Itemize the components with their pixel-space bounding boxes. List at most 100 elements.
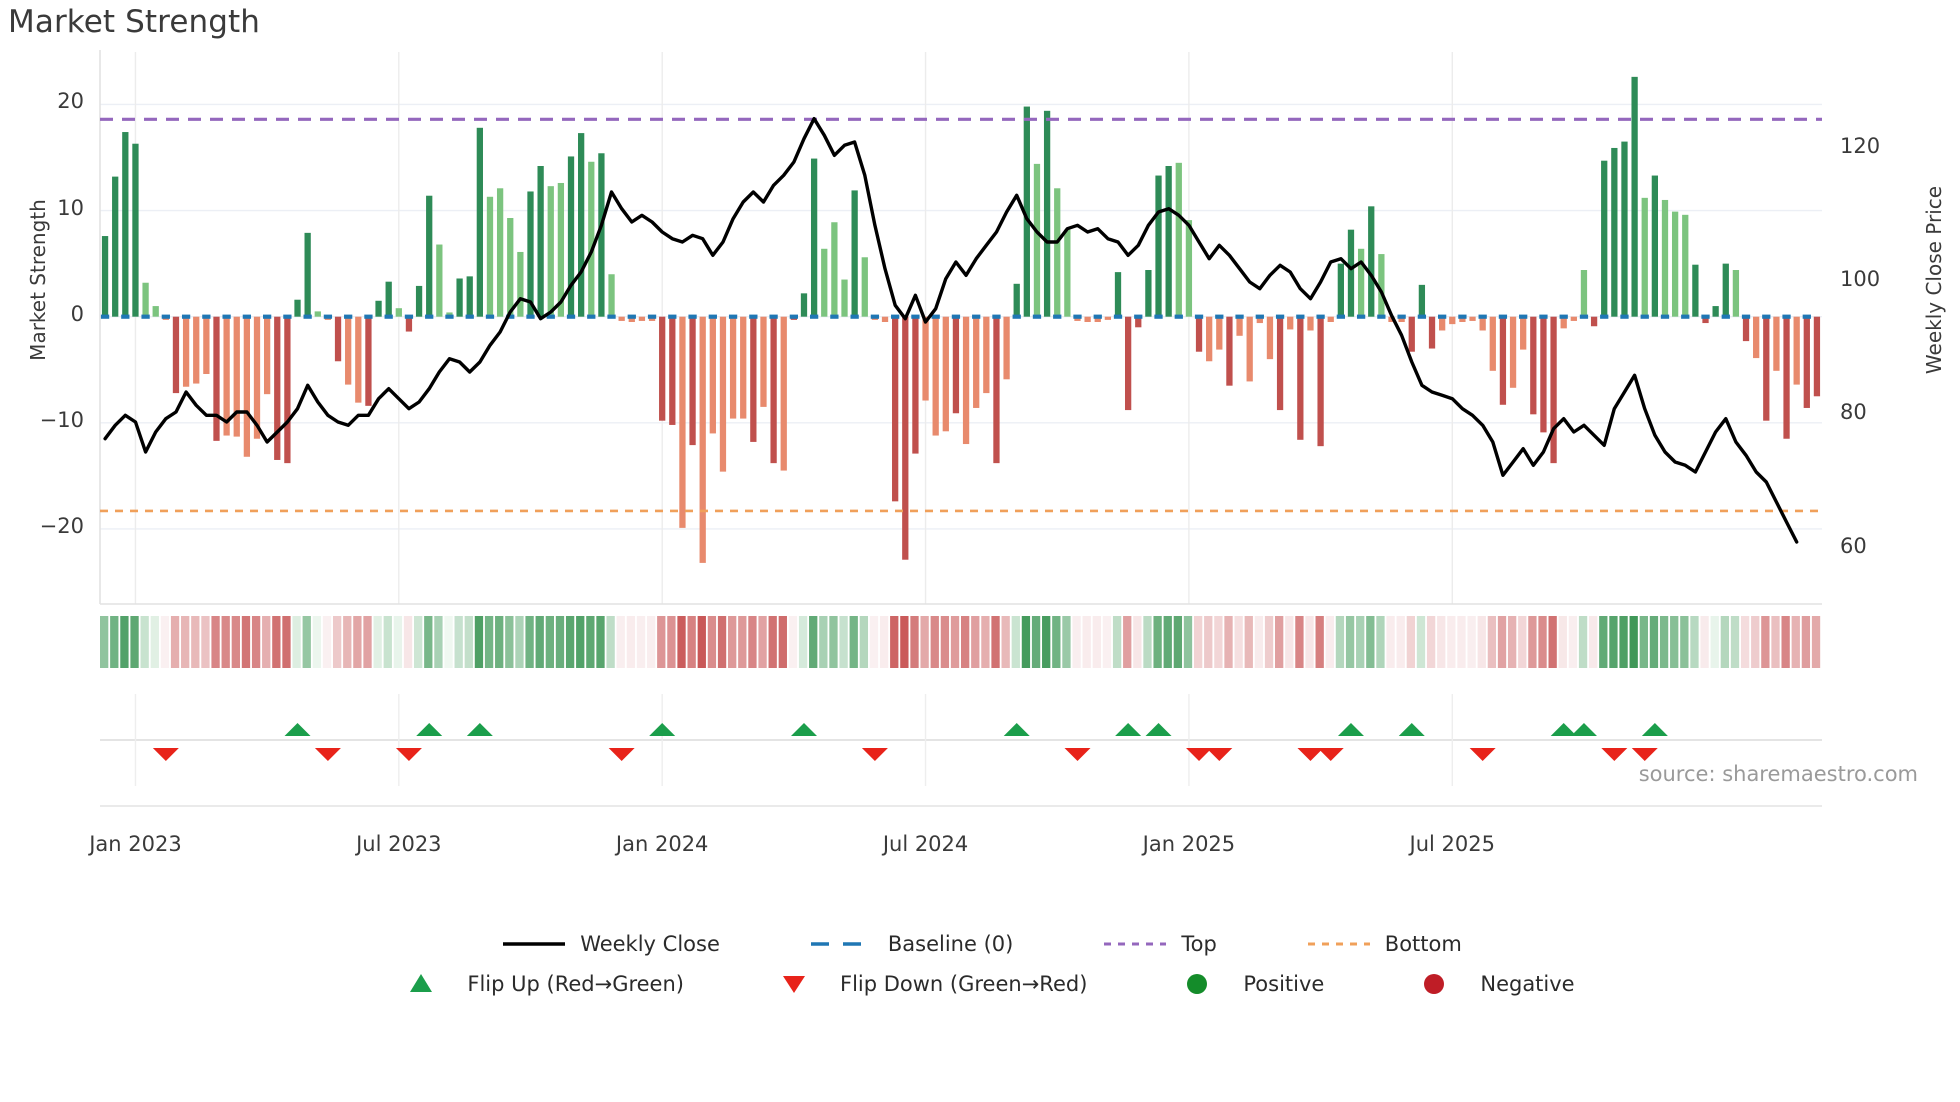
heatmap-cell: [971, 616, 980, 668]
legend-item[interactable]: Baseline (0): [806, 924, 1013, 964]
strength-bar: [507, 218, 514, 317]
strength-bar: [1216, 316, 1223, 350]
legend-swatch: [1398, 971, 1470, 997]
chart-legend: Weekly Close Baseline (0) Top Bottom Flip U…: [0, 924, 1960, 1004]
strength-bar: [831, 222, 838, 317]
strength-bar: [1499, 316, 1507, 405]
strength-bar: [1722, 263, 1729, 317]
heatmap-cell: [1538, 616, 1547, 668]
legend-item[interactable]: Flip Down (Green→Red): [758, 964, 1087, 1004]
heatmap-cell: [1437, 616, 1446, 668]
y-tick-right: 120: [1840, 133, 1881, 158]
heatmap-cell: [859, 616, 869, 668]
heatmap-cell: [464, 616, 473, 668]
strength-bar: [253, 316, 261, 439]
heatmap-cell: [1011, 616, 1020, 668]
heatmap-cell: [1497, 616, 1507, 668]
legend-item[interactable]: Negative: [1398, 964, 1575, 1004]
strength-bar: [851, 190, 858, 317]
heatmap-cell: [991, 616, 1000, 668]
strength-bar: [1378, 254, 1385, 317]
heatmap-cell: [272, 616, 281, 668]
heatmap-cell: [890, 616, 899, 668]
heatmap-cell: [1771, 616, 1780, 668]
strength-bar: [334, 316, 342, 362]
strength-bar: [557, 182, 565, 317]
strength-bar: [233, 316, 240, 437]
strength-bar: [628, 316, 635, 322]
strength-bar: [1297, 316, 1304, 440]
heatmap-cell: [373, 616, 382, 668]
strength-bar: [1530, 316, 1537, 415]
heatmap-cell: [332, 616, 342, 668]
legend-label: Bottom: [1384, 932, 1462, 956]
strength-bar: [263, 316, 271, 395]
heatmap-cell: [201, 616, 210, 668]
strength-bar: [1114, 272, 1122, 317]
strength-bar: [345, 316, 352, 385]
heatmap-cell: [302, 616, 311, 668]
strength-bar: [1753, 316, 1760, 359]
heatmap-cell: [1062, 616, 1071, 668]
legend-item[interactable]: Flip Up (Red→Green): [385, 964, 684, 1004]
heatmap-cell: [768, 616, 777, 668]
strength-bar: [1388, 316, 1395, 322]
heatmap-cell: [100, 616, 109, 668]
heatmap-cell: [231, 616, 240, 668]
x-tick: Jul 2024: [882, 832, 969, 856]
source-note: source: sharemaestro.com: [1638, 762, 1918, 786]
strength-bar: [1601, 160, 1608, 317]
strength-bar: [1631, 76, 1638, 317]
strength-bar: [729, 316, 737, 419]
heatmap-cell: [444, 616, 453, 668]
legend-swatch: [1303, 931, 1375, 957]
strength-bar: [1611, 147, 1618, 317]
strength-bar: [1580, 270, 1588, 317]
heatmap-cell: [697, 616, 706, 668]
flip-down-swatch-icon: [782, 976, 805, 993]
strength-bar: [962, 316, 970, 445]
strength-bar: [1195, 316, 1203, 352]
heatmap-cell: [1568, 616, 1578, 668]
flip-down-marker: [1186, 748, 1213, 761]
heatmap-cell: [495, 616, 504, 668]
strength-bar: [304, 232, 311, 317]
heatmap-cell: [1214, 616, 1223, 668]
strength-bar: [1135, 316, 1142, 328]
heatmap-cell: [829, 616, 838, 668]
heatmap-cell: [525, 616, 534, 668]
legend-item[interactable]: Bottom: [1303, 924, 1462, 964]
strength-bar: [1661, 199, 1669, 317]
strength-bar: [112, 176, 119, 317]
legend-item[interactable]: Weekly Close: [498, 924, 720, 964]
strength-bar: [132, 143, 139, 317]
heatmap-cell: [565, 616, 575, 668]
heatmap-cell: [1123, 616, 1132, 668]
strength-bar: [1185, 220, 1193, 317]
strength-bar: [709, 316, 716, 434]
heatmap-cell: [1528, 616, 1537, 668]
strength-bar: [426, 195, 433, 317]
legend-label: Flip Down (Green→Red): [839, 972, 1088, 996]
heatmap-cell: [728, 616, 737, 668]
legend-label: Baseline (0): [887, 932, 1014, 956]
flip-down-marker: [1297, 748, 1324, 761]
strength-bar: [385, 281, 392, 317]
strength-bar: [1469, 316, 1476, 321]
strength-bar: [1489, 316, 1496, 371]
weekly-close-line: [103, 117, 1799, 544]
strength-bar: [1651, 175, 1659, 317]
strength-bar: [1256, 316, 1263, 324]
legend-item[interactable]: Positive: [1161, 964, 1324, 1004]
y-tick-right: 80: [1840, 400, 1867, 425]
heatmap-cell: [1335, 616, 1345, 668]
heatmap-cell: [140, 616, 149, 668]
strength-bar: [496, 188, 504, 317]
heatmap-cell: [1112, 616, 1122, 668]
legend-item[interactable]: Top: [1099, 924, 1217, 964]
heatmap-cell: [1295, 616, 1304, 668]
heatmap-cell: [1052, 616, 1061, 668]
heatmap-cell: [1578, 616, 1588, 668]
strength-bar: [1307, 316, 1314, 331]
strength-bar: [395, 308, 402, 317]
